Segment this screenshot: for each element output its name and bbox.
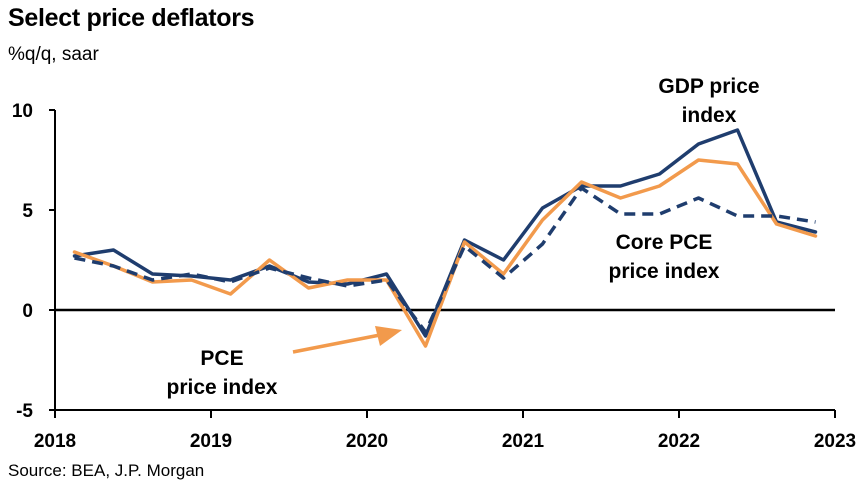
chart-title: Select price deflators xyxy=(8,4,255,32)
y-tick-label: 5 xyxy=(22,201,33,222)
annotation-core-pce-price-index: Core PCE xyxy=(616,231,713,254)
annotation-pce-price-index: PCE xyxy=(200,347,243,370)
annotation-gdp-price-index: index xyxy=(682,104,737,127)
y-tick-label: 10 xyxy=(12,101,33,122)
annotation-core-pce-price-index: price index xyxy=(609,260,720,283)
x-tick-label: 2021 xyxy=(502,431,545,452)
annotation-arrow-head xyxy=(375,326,402,346)
x-tick-label: 2023 xyxy=(814,431,856,452)
x-tick-label: 2019 xyxy=(190,431,232,452)
annotation-gdp-price-index: GDP price xyxy=(658,75,759,98)
x-tick-label: 2018 xyxy=(34,431,76,452)
y-tick-label: 0 xyxy=(22,301,33,322)
y-tick-label: -5 xyxy=(16,401,33,422)
x-tick-label: 2022 xyxy=(658,431,700,452)
annotation-arrow-shaft xyxy=(292,333,381,354)
series-line-core xyxy=(74,186,816,334)
annotation-pce-price-index: price index xyxy=(167,376,278,399)
x-tick-label: 2020 xyxy=(346,431,388,452)
source-note: Source: BEA, J.P. Morgan xyxy=(8,461,205,480)
chart-subtitle: %q/q, saar xyxy=(8,44,99,65)
series-line-pce xyxy=(72,158,818,348)
